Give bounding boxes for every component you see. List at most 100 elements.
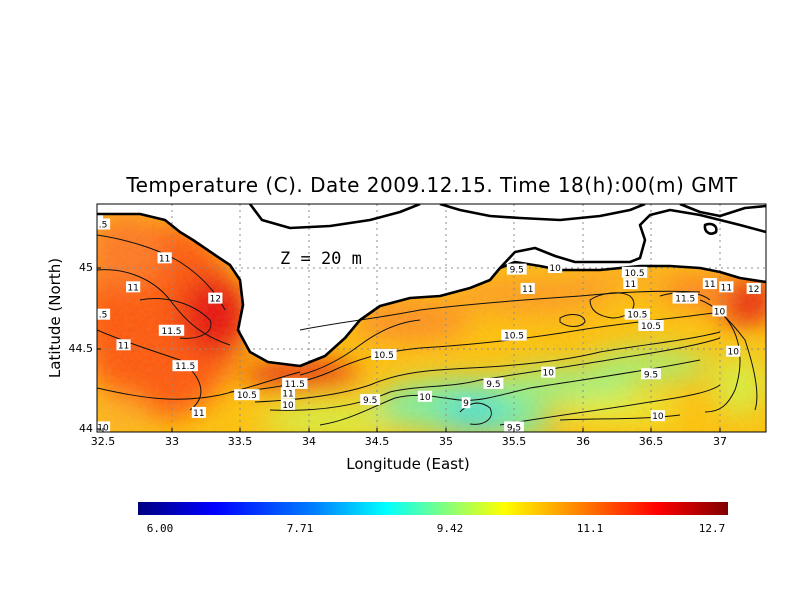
contour-label-text: 10 <box>727 348 739 358</box>
contour-label-text: 10 <box>282 401 294 411</box>
contour-label-background <box>672 292 698 304</box>
contour-label-text: 9.5 <box>507 423 521 433</box>
contour-label-background <box>280 398 296 410</box>
contour-label-background <box>623 278 638 290</box>
contour-label: 10 <box>726 345 741 358</box>
contour-label-background <box>719 281 734 293</box>
contour-label: 11 <box>157 252 172 264</box>
x-tick-label: 35 <box>439 435 453 448</box>
contour-label-background <box>172 360 198 372</box>
contour-label: 10 <box>97 421 111 433</box>
x-tick-label: 34.5 <box>365 435 390 448</box>
y-axis-label: Latitude (North) <box>46 258 64 378</box>
y-axis: 44 44.5 45 Latitude (North) <box>46 258 101 435</box>
contour-label-text: 10.5 <box>641 322 661 332</box>
contour-label-background <box>520 282 535 294</box>
contour-label: 10.5 <box>501 329 527 342</box>
plot-frame <box>96 203 767 433</box>
contour-label-background <box>280 387 296 399</box>
contour-label: 9.5 <box>483 377 504 390</box>
contour-label: 9.5 <box>504 421 524 433</box>
contour-label-text: 11 <box>282 390 293 400</box>
x-tick-label: 33 <box>165 435 179 448</box>
contour-label-background <box>371 348 397 360</box>
contour-label-text: .5 <box>99 221 108 231</box>
contour-label-text: 9.5 <box>486 380 500 390</box>
contour-label-background <box>702 278 718 290</box>
contour-label: 10.5 <box>621 266 648 279</box>
contour-label-background <box>504 421 524 432</box>
x-tick-label: 32.5 <box>91 435 116 448</box>
y-tick-label: 44 <box>79 422 93 435</box>
contour-label-background <box>461 397 471 409</box>
x-tick-label: 35.5 <box>502 435 527 448</box>
contour-label: 11 <box>623 278 638 290</box>
contour-label-text: 11 <box>522 285 533 295</box>
colorbar-tick-label: 7.71 <box>287 522 314 535</box>
contour-label-background <box>208 292 223 304</box>
contour-label-text: 10 <box>652 412 664 422</box>
contour-label-text: 11 <box>625 280 636 290</box>
contour-label: 10 <box>712 305 727 317</box>
contour-label-background <box>621 266 648 278</box>
contour-label-text: 10 <box>97 423 109 433</box>
contour-label: 10 <box>280 398 296 411</box>
contour-label: 11 <box>702 278 718 290</box>
contour-label: 10 <box>650 410 665 422</box>
contour-label: 9 <box>461 397 471 409</box>
contour-label: 9.5 <box>506 263 527 276</box>
contour-label: 11 <box>126 281 141 293</box>
contour-labels: .51111.51211.51111.51110.511.5111010.59.… <box>97 218 761 433</box>
contour-label-text: 9.5 <box>644 370 658 380</box>
contour-label-background <box>97 308 111 320</box>
contour-label-text: 11 <box>127 283 138 293</box>
contour-label-background <box>157 252 172 264</box>
contour-label-background <box>650 410 665 422</box>
contour-label-text: 11.5 <box>285 380 305 390</box>
contour-label: 11 <box>191 406 206 419</box>
contour-label-background <box>191 406 206 418</box>
plot-area: .51111.51211.51111.51110.511.5111010.59.… <box>97 204 766 433</box>
x-axis-label: Longitude (East) <box>346 455 469 473</box>
y-tick-label: 44.5 <box>69 342 94 355</box>
contour-label-background <box>360 394 381 406</box>
contour-label-text: 10 <box>419 393 431 403</box>
contour-label-background <box>541 366 556 378</box>
contour-label-background <box>638 319 664 331</box>
contour-label-text: 10 <box>543 369 555 379</box>
contour-label: 10.5 <box>624 308 650 321</box>
contour-label-background <box>501 329 527 341</box>
contour-label-text: 10.5 <box>237 391 257 401</box>
colorbar: 6.00 7.71 9.42 11.1 12.7 <box>138 502 728 535</box>
contour-label: 11.5 <box>672 292 698 305</box>
x-tick-label: 33.5 <box>228 435 253 448</box>
contour-label-background <box>506 263 527 275</box>
contour-label-background <box>234 389 260 401</box>
contour-label-background <box>126 281 141 293</box>
colorbar-tick-label: 6.00 <box>147 522 174 535</box>
x-tick-label: 34 <box>302 435 316 448</box>
contour-label-background <box>746 282 761 294</box>
contour-label-text: 9.5 <box>363 396 377 406</box>
contour-label-background <box>116 339 131 351</box>
contour-label: 10.5 <box>638 319 664 332</box>
contour-label: 11 <box>719 281 734 293</box>
contour-label-background <box>97 218 111 230</box>
contour-label: 11 <box>520 282 535 295</box>
contour-label: 10.5 <box>234 389 260 401</box>
colorbar-tick-label: 11.1 <box>577 522 604 535</box>
contour-label-background <box>641 368 661 380</box>
contour-label-text: 11 <box>704 280 715 290</box>
contour-label: 11.5 <box>282 377 308 390</box>
contour-label-background <box>726 345 741 357</box>
x-tick-label: 36.5 <box>639 435 664 448</box>
contour-label-text: 10.5 <box>504 332 524 342</box>
contour-label-text: .5 <box>99 311 108 321</box>
contour-label-text: 11 <box>193 409 204 419</box>
contour-label-background <box>712 305 727 317</box>
contour-label-background <box>282 377 308 389</box>
contour-label: 10 <box>541 366 556 379</box>
contour-label: .5 <box>97 218 111 231</box>
contour-label-background <box>158 324 185 336</box>
